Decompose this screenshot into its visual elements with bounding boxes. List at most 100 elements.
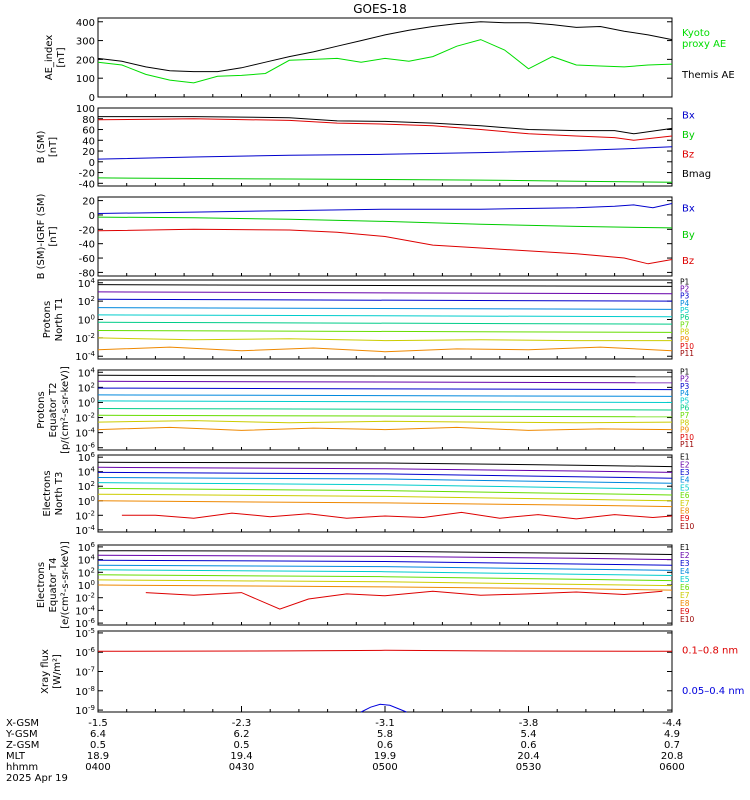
- legend-label: P7: [680, 320, 690, 329]
- legend-label: E5: [680, 575, 690, 584]
- series-line-p7: [97, 330, 673, 333]
- y-tick-label: 200: [76, 55, 95, 66]
- legend-label: P4: [680, 299, 690, 308]
- y-axis-label: North T3: [54, 472, 65, 516]
- x-axis-value: 0.5: [234, 740, 250, 751]
- y-axis-label: B (SM)-IGRF (SM): [36, 194, 47, 280]
- legend-label: P5: [680, 306, 690, 315]
- x-axis-value: 0400: [85, 762, 110, 773]
- legend-label: E3: [680, 468, 690, 477]
- legend-label: P10: [680, 342, 694, 351]
- series-line-e1: [97, 461, 673, 468]
- plot-title: GOES-18: [353, 2, 407, 16]
- legend-label: P2: [680, 284, 690, 293]
- legend-label: E8: [680, 507, 690, 516]
- series-line-p9: [97, 426, 673, 431]
- legend-label: P11: [680, 349, 694, 358]
- y-tick-label: 10-2: [75, 509, 95, 522]
- legend-label: Bmag: [682, 169, 711, 180]
- x-axis-row-label: Z-GSM: [6, 740, 39, 751]
- legend-label: P10: [680, 433, 694, 442]
- y-tick-label: 400: [76, 18, 95, 29]
- y-tick-label: -20: [79, 225, 95, 236]
- y-tick-label: 104: [78, 554, 96, 567]
- legend-label: By: [682, 130, 695, 141]
- x-axis-row-label: hhmm: [6, 762, 38, 773]
- legend-label: E2: [680, 551, 690, 560]
- x-axis-value: 0600: [659, 762, 684, 773]
- series-line-e5: [97, 569, 673, 576]
- y-axis-label: [e/(cm²-s-sr-keV)]: [60, 541, 71, 629]
- series-line-e9: [145, 590, 663, 610]
- legend-label: P11: [680, 440, 694, 449]
- panel-5: 10-6 10-4 10-2 100 102 104 Protons Equator T2 [p…: [36, 366, 694, 455]
- y-tick-label: 80: [82, 115, 95, 126]
- series-line-p2: [97, 380, 673, 384]
- series-line-e1: [97, 550, 673, 555]
- series-line-p7: [97, 414, 673, 418]
- y-tick-label: 100: [76, 104, 95, 115]
- y-tick-label: 106: [78, 451, 96, 464]
- series-line-bz: [97, 228, 673, 265]
- legend-label: E10: [680, 522, 695, 531]
- y-tick-label: 0: [89, 211, 95, 222]
- y-tick-label: 100: [78, 579, 95, 592]
- y-tick-label: 102: [78, 295, 95, 308]
- y-tick-label: 10-2: [75, 332, 95, 345]
- legend-label: P9: [680, 335, 690, 344]
- series-line-p3: [97, 298, 673, 302]
- y-axis-label: Protons: [42, 301, 53, 338]
- y-axis-label: Electrons: [42, 470, 53, 516]
- y-axis-label: [nT]: [48, 226, 59, 246]
- series-line-p8: [97, 337, 672, 342]
- legend-label: E3: [680, 559, 690, 568]
- legend-label: P1: [680, 277, 690, 286]
- y-tick-label: -40: [79, 240, 95, 251]
- x-axis-row-label: MLT: [6, 751, 26, 762]
- legend-label: Kyoto: [682, 28, 710, 39]
- series-line-p4: [97, 394, 673, 397]
- y-axis-label: B (SM): [36, 130, 47, 163]
- y-axis-label: AE_index: [44, 35, 55, 81]
- legend-label: proxy AE: [682, 39, 726, 50]
- series-line-e8: [97, 500, 673, 508]
- series-line-bx: [97, 203, 673, 214]
- legend-label: P1: [680, 367, 690, 376]
- panel-frame: [97, 630, 673, 713]
- legend-label: By: [682, 230, 695, 241]
- series-line-p4: [97, 307, 673, 310]
- y-tick-label: 10-9: [75, 704, 95, 717]
- x-axis-value: -2.3: [232, 718, 252, 729]
- x-axis-value: 18.9: [87, 751, 109, 762]
- series-line-p6: [97, 408, 673, 411]
- y-tick-label: -60: [79, 254, 95, 265]
- series-line-e6: [97, 574, 673, 582]
- x-axis-value: 6.4: [90, 729, 106, 740]
- y-tick-label: 104: [78, 277, 96, 290]
- y-tick-label: 104: [78, 466, 96, 479]
- x-axis-row-label: Y-GSM: [5, 729, 38, 740]
- y-axis-label: Xray flux: [40, 649, 51, 694]
- series-line-p8: [97, 420, 673, 424]
- x-axis-value: 0.5: [90, 740, 106, 751]
- legend-label: Themis AE: [681, 70, 735, 81]
- legend-label: E6: [680, 491, 690, 500]
- y-tick-label: 60: [82, 126, 95, 137]
- series-line-p5: [97, 400, 673, 403]
- legend-label: P2: [680, 375, 690, 384]
- series-line-e3: [97, 471, 673, 479]
- series-line-e4: [97, 564, 673, 571]
- x-axis-value: 0.7: [664, 740, 680, 751]
- legend-label: Bx: [682, 111, 695, 122]
- y-tick-label: 100: [78, 314, 95, 327]
- x-axis-value: 0.6: [521, 740, 537, 751]
- series-line-kyoto-proxy-ae: [97, 39, 673, 84]
- series-line-0-1-0-8-nm: [97, 649, 673, 652]
- legend-label: E10: [680, 615, 695, 624]
- series-line-e6: [97, 487, 673, 496]
- x-axis-value: 19.9: [374, 751, 396, 762]
